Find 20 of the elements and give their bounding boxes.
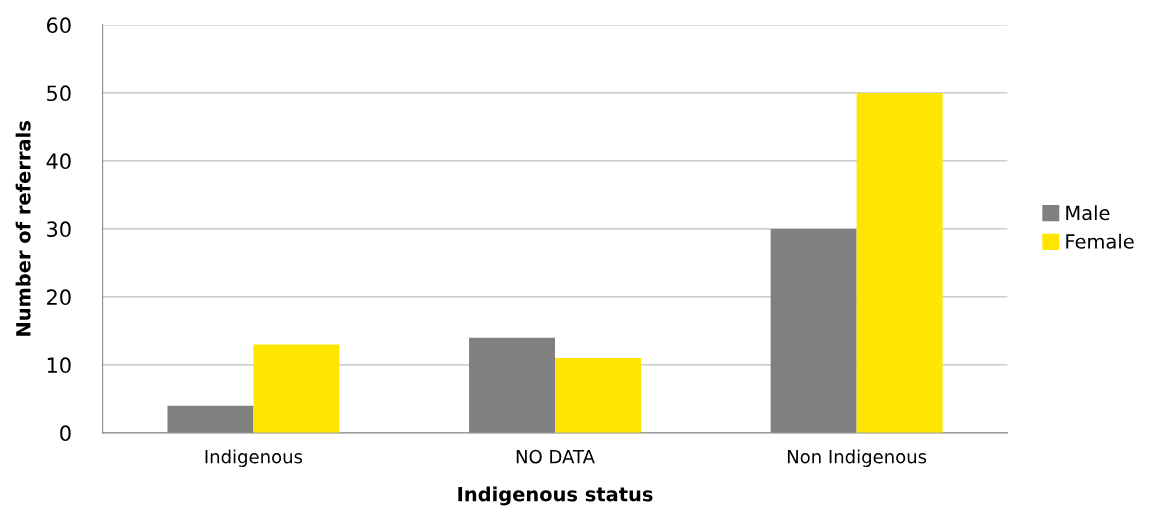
- y-tick-label: 10: [47, 357, 71, 374]
- bar: [856, 92, 943, 433]
- legend-label: Male: [1066, 205, 1110, 221]
- legend-label: Female: [1066, 233, 1134, 249]
- bar: [469, 337, 556, 433]
- y-axis-title: Number of referrals: [15, 121, 31, 336]
- y-tick-label: 50: [47, 85, 71, 102]
- bar: [555, 358, 641, 433]
- bar: [770, 228, 857, 433]
- y-tick-label: 30: [47, 221, 71, 238]
- x-tick-label: Non Indigenous: [787, 449, 927, 467]
- x-axis-title: Indigenous status: [458, 486, 653, 506]
- bar: [253, 344, 340, 433]
- y-tick-label: 20: [47, 289, 71, 306]
- y-tick-label: 0: [60, 425, 71, 442]
- y-tick-label: 60: [47, 17, 71, 34]
- x-tick-label: Indigenous: [205, 449, 303, 467]
- y-tick-label: 40: [46, 153, 71, 170]
- x-tick-label: NO DATA: [516, 449, 595, 464]
- bar: [167, 405, 254, 433]
